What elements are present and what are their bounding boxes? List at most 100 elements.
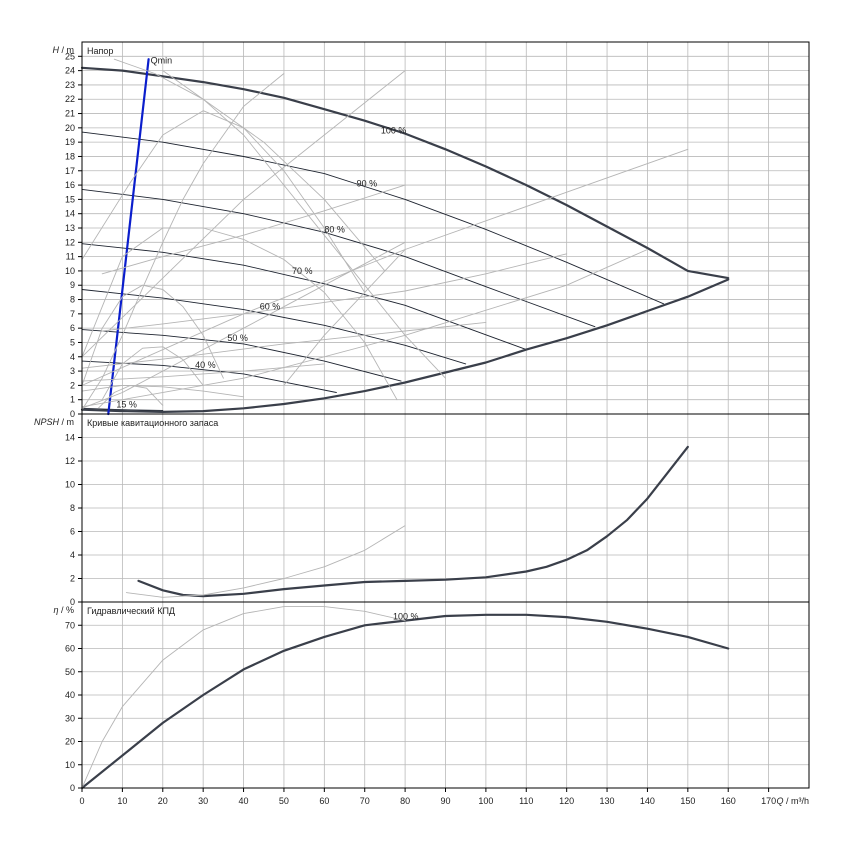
auxiliary-curve: [101, 253, 568, 332]
x-axis-label: Q / m³/h: [776, 796, 809, 806]
speed-curve: [81, 329, 402, 382]
y-axis-unit: / m: [59, 45, 74, 55]
x-tick-label: 150: [680, 796, 695, 806]
qmin-line: [107, 58, 150, 416]
y-tick-label: 21: [65, 109, 75, 119]
y-axis-label: H / m: [53, 45, 75, 55]
y-tick-label: 19: [65, 137, 75, 147]
main-curve: [137, 445, 689, 598]
y-tick-label: 0: [70, 409, 75, 419]
curve-label: 40 %: [195, 360, 216, 370]
y-tick-label: 18: [65, 151, 75, 161]
y-tick-label: 6: [70, 323, 75, 333]
x-tick-label: 170: [761, 796, 776, 806]
y-tick-label: 10: [65, 480, 75, 490]
x-tick-label: 30: [198, 796, 208, 806]
curve-label: 60 %: [260, 302, 281, 312]
x-tick-label: 80: [400, 796, 410, 806]
max-speed-boundary: [80, 278, 730, 413]
x-axis-unit: / m³/h: [783, 796, 809, 806]
y-tick-label: 20: [65, 123, 75, 133]
speed-curve: [81, 407, 164, 411]
y-tick-label: 0: [70, 783, 75, 793]
y-tick-label: 10: [65, 266, 75, 276]
auxiliary-curve: [81, 363, 325, 382]
x-tick-label: 40: [239, 796, 249, 806]
curve-label: 100 %: [381, 126, 407, 136]
y-tick-label: 6: [70, 527, 75, 537]
auxiliary-curve: [81, 70, 406, 358]
auxiliary-curve: [81, 284, 224, 386]
x-tick-label: 120: [559, 796, 574, 806]
curve-label: Qmin: [151, 55, 173, 65]
speed-curve: [81, 188, 596, 328]
speed-curve: [81, 289, 467, 365]
auxiliary-curve: [283, 249, 406, 386]
y-tick-label: 9: [70, 280, 75, 290]
y-tick-label: 12: [65, 237, 75, 247]
y-tick-label: 24: [65, 66, 75, 76]
y-tick-label: 23: [65, 80, 75, 90]
panel-title: Кривые кавитационного запаса: [87, 418, 218, 428]
y-tick-label: 14: [65, 433, 75, 443]
auxiliary-curve: [81, 227, 398, 401]
panel-title: Напор: [87, 46, 113, 56]
auxiliary-curve: [81, 321, 487, 369]
y-tick-label: 3: [70, 366, 75, 376]
y-tick-label: 4: [70, 550, 75, 560]
speed-curve: [81, 243, 527, 351]
x-tick-label: 70: [360, 796, 370, 806]
y-tick-label: 50: [65, 667, 75, 677]
y-tick-label: 30: [65, 713, 75, 723]
y-tick-label: 22: [65, 94, 75, 104]
y-tick-label: 12: [65, 456, 75, 466]
y-tick-label: 4: [70, 352, 75, 362]
y-tick-label: 16: [65, 180, 75, 190]
auxiliary-curve: [101, 346, 204, 401]
y-axis-label: NPSH / m: [34, 417, 74, 427]
curve-label: 90 %: [357, 179, 378, 189]
auxiliary-curve: [125, 525, 406, 598]
y-axis-variable: NPSH: [34, 417, 60, 427]
panel-title: Гидравлический КПД: [87, 606, 175, 616]
y-tick-label: 17: [65, 166, 75, 176]
x-tick-label: 20: [158, 796, 168, 806]
y-tick-label: 70: [65, 620, 75, 630]
y-tick-label: 8: [70, 503, 75, 513]
y-tick-label: 25: [65, 51, 75, 61]
x-tick-label: 90: [440, 796, 450, 806]
y-axis-unit: / m: [59, 417, 74, 427]
y-tick-label: 0: [70, 597, 75, 607]
y-tick-label: 10: [65, 760, 75, 770]
y-tick-label: 11: [66, 252, 75, 262]
curve-label: 100 %: [393, 611, 419, 621]
speed-curve: [81, 131, 665, 305]
auxiliary-curve: [81, 73, 285, 411]
y-tick-label: 2: [70, 574, 75, 584]
x-tick-label: 110: [519, 796, 533, 806]
main-curve: [80, 66, 730, 280]
x-tick-label: 0: [79, 796, 84, 806]
y-tick-label: 2: [70, 380, 75, 390]
y-axis-variable: H: [53, 45, 60, 55]
y-tick-label: 60: [65, 644, 75, 654]
y-tick-label: 8: [70, 295, 75, 305]
x-tick-label: 50: [279, 796, 289, 806]
x-tick-label: 130: [600, 796, 615, 806]
y-tick-label: 20: [65, 737, 75, 747]
x-tick-label: 60: [319, 796, 329, 806]
auxiliary-curve: [81, 606, 406, 789]
y-tick-label: 5: [70, 337, 75, 347]
curve-label: 80 %: [324, 224, 345, 234]
y-axis-label: η / %: [53, 605, 74, 615]
y-tick-label: 40: [65, 690, 75, 700]
y-tick-label: 1: [70, 395, 75, 405]
x-tick-label: 140: [640, 796, 655, 806]
y-axis-variable: η: [53, 605, 58, 615]
y-axis-unit: / %: [58, 605, 74, 615]
auxiliary-curve: [81, 110, 366, 293]
y-tick-label: 15: [65, 194, 75, 204]
y-tick-label: 14: [65, 209, 75, 219]
auxiliary-curve: [81, 384, 245, 398]
